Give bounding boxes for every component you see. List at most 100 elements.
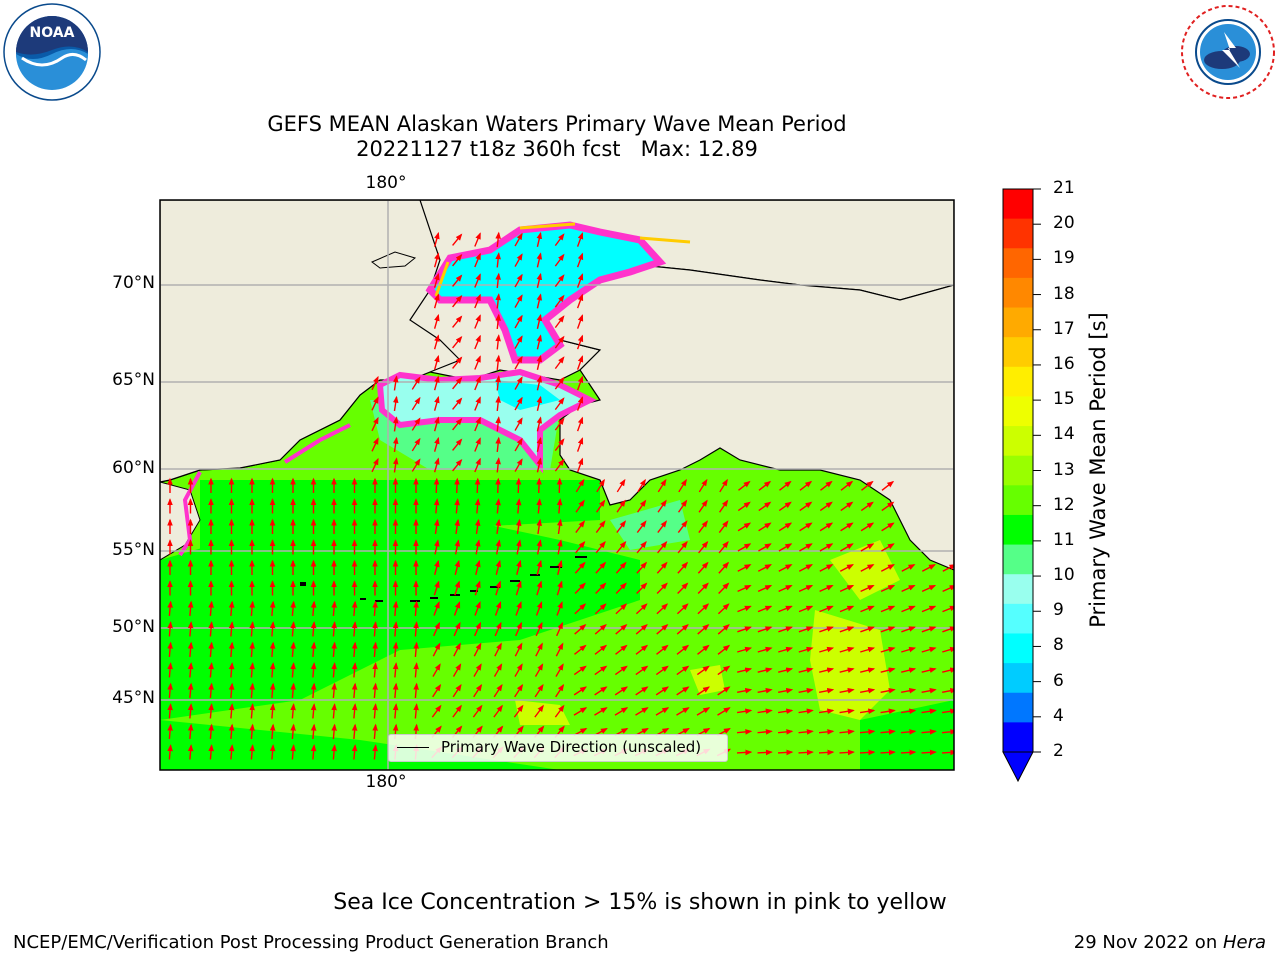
wave-arrow bbox=[433, 457, 440, 473]
wave-arrow bbox=[637, 478, 646, 493]
wave-arrow bbox=[777, 708, 794, 715]
wave-arrow bbox=[351, 600, 358, 617]
wave-arrow bbox=[921, 667, 937, 673]
wave-arrow bbox=[900, 729, 917, 735]
wave-arrow bbox=[819, 646, 835, 653]
wave-arrow bbox=[656, 603, 669, 615]
wave-arrow bbox=[514, 417, 523, 431]
footer-date-text: 29 Nov 2022 on bbox=[1073, 932, 1223, 953]
wave-arrow bbox=[371, 457, 379, 473]
wave-arrow bbox=[495, 252, 501, 268]
wave-arrow bbox=[861, 480, 874, 491]
wave-arrow bbox=[554, 294, 565, 308]
wave-arrow bbox=[351, 744, 358, 760]
wave-arrow bbox=[495, 272, 501, 289]
wave-arrow bbox=[574, 603, 587, 615]
wave-arrow bbox=[656, 561, 668, 574]
wave-arrow bbox=[880, 605, 896, 613]
wave-arrow bbox=[495, 436, 501, 453]
sea-ice-chukchi-yellow bbox=[434, 222, 691, 297]
ocean-patch-yellow bbox=[830, 540, 900, 600]
wave-arrow bbox=[737, 584, 752, 593]
wave-arrow bbox=[452, 376, 463, 390]
wave-arrow bbox=[495, 313, 501, 330]
wave-arrow bbox=[331, 723, 337, 740]
wave-arrow bbox=[331, 621, 337, 637]
footer-date: 29 Nov 2022 on Hera bbox=[1074, 932, 1266, 953]
wave-arrow bbox=[698, 540, 709, 554]
wave-arrow bbox=[758, 480, 772, 491]
wave-arrow bbox=[554, 356, 565, 370]
wave-arrow bbox=[718, 561, 730, 574]
wave-arrow bbox=[187, 621, 194, 637]
wave-arrow bbox=[737, 564, 752, 572]
wave-arrow bbox=[249, 600, 255, 617]
wave-arrow bbox=[575, 478, 585, 493]
wave-arrow bbox=[881, 522, 895, 532]
wave-arrow bbox=[269, 621, 276, 637]
wave-arrow bbox=[372, 662, 378, 678]
wrangel-island bbox=[371, 251, 417, 269]
wave-arrow bbox=[575, 520, 586, 534]
wave-arrow bbox=[576, 252, 584, 268]
wave-arrow bbox=[698, 520, 709, 534]
wave-arrow bbox=[777, 729, 794, 735]
wave-arrow bbox=[737, 667, 753, 673]
wave-arrow bbox=[616, 499, 626, 513]
wave-arrow bbox=[718, 520, 729, 534]
wave-arrow bbox=[351, 662, 358, 678]
wave-arrow bbox=[860, 667, 876, 673]
wave-arrow bbox=[432, 683, 442, 698]
colorbar-segment bbox=[1003, 337, 1033, 368]
wave-arrow bbox=[514, 683, 524, 698]
wave-arrow bbox=[494, 642, 502, 657]
colorbar-tick-label: 4 bbox=[1053, 705, 1064, 726]
wave-arrow bbox=[392, 436, 399, 453]
wave-arrow bbox=[554, 458, 565, 472]
wave-arrow bbox=[880, 667, 896, 673]
wave-arrow bbox=[880, 626, 896, 633]
wave-arrow bbox=[269, 600, 276, 617]
wave-arrow bbox=[799, 522, 813, 532]
wave-arrow bbox=[798, 687, 814, 694]
wave-arrow bbox=[310, 744, 317, 760]
wave-arrow bbox=[576, 416, 584, 432]
wave-arrow bbox=[474, 621, 481, 637]
wave-arrow bbox=[536, 375, 543, 391]
wave-arrow bbox=[310, 621, 317, 637]
wave-arrow bbox=[493, 663, 503, 677]
wave-arrow bbox=[840, 480, 854, 491]
wave-arrow bbox=[249, 744, 255, 760]
wave-arrow bbox=[778, 584, 793, 593]
wave-arrow bbox=[656, 644, 669, 655]
wave-arrow bbox=[187, 703, 194, 719]
wave-arrow bbox=[596, 478, 605, 493]
wave-arrow bbox=[514, 663, 523, 677]
wave-arrow bbox=[536, 252, 543, 268]
wave-arrow bbox=[536, 436, 543, 452]
wave-arrow bbox=[719, 478, 728, 493]
wave-arrow bbox=[310, 723, 317, 740]
wave-arrow bbox=[657, 478, 667, 493]
wave-arrow bbox=[819, 543, 834, 552]
wave-arrow bbox=[901, 626, 916, 633]
wave-arrow bbox=[515, 601, 522, 616]
wave-arrow bbox=[431, 704, 442, 718]
wave-arrow bbox=[757, 605, 773, 613]
wave-arrow bbox=[392, 682, 399, 699]
lon-label-bottom: 180° bbox=[365, 772, 407, 792]
wave-arrow bbox=[392, 703, 399, 719]
wave-arrow bbox=[290, 662, 296, 678]
wave-arrow bbox=[433, 252, 440, 268]
wave-arrow bbox=[454, 580, 461, 596]
wave-arrow bbox=[614, 707, 629, 716]
wave-arrow bbox=[187, 723, 194, 740]
wave-arrow bbox=[167, 682, 173, 699]
wave-arrow bbox=[228, 682, 235, 699]
colorbar-segment bbox=[1003, 663, 1033, 694]
wave-arrow bbox=[758, 543, 772, 552]
sea-ice-coast-anadyr bbox=[283, 423, 351, 464]
wave-arrow bbox=[474, 355, 481, 370]
wave-arrow bbox=[757, 564, 772, 572]
